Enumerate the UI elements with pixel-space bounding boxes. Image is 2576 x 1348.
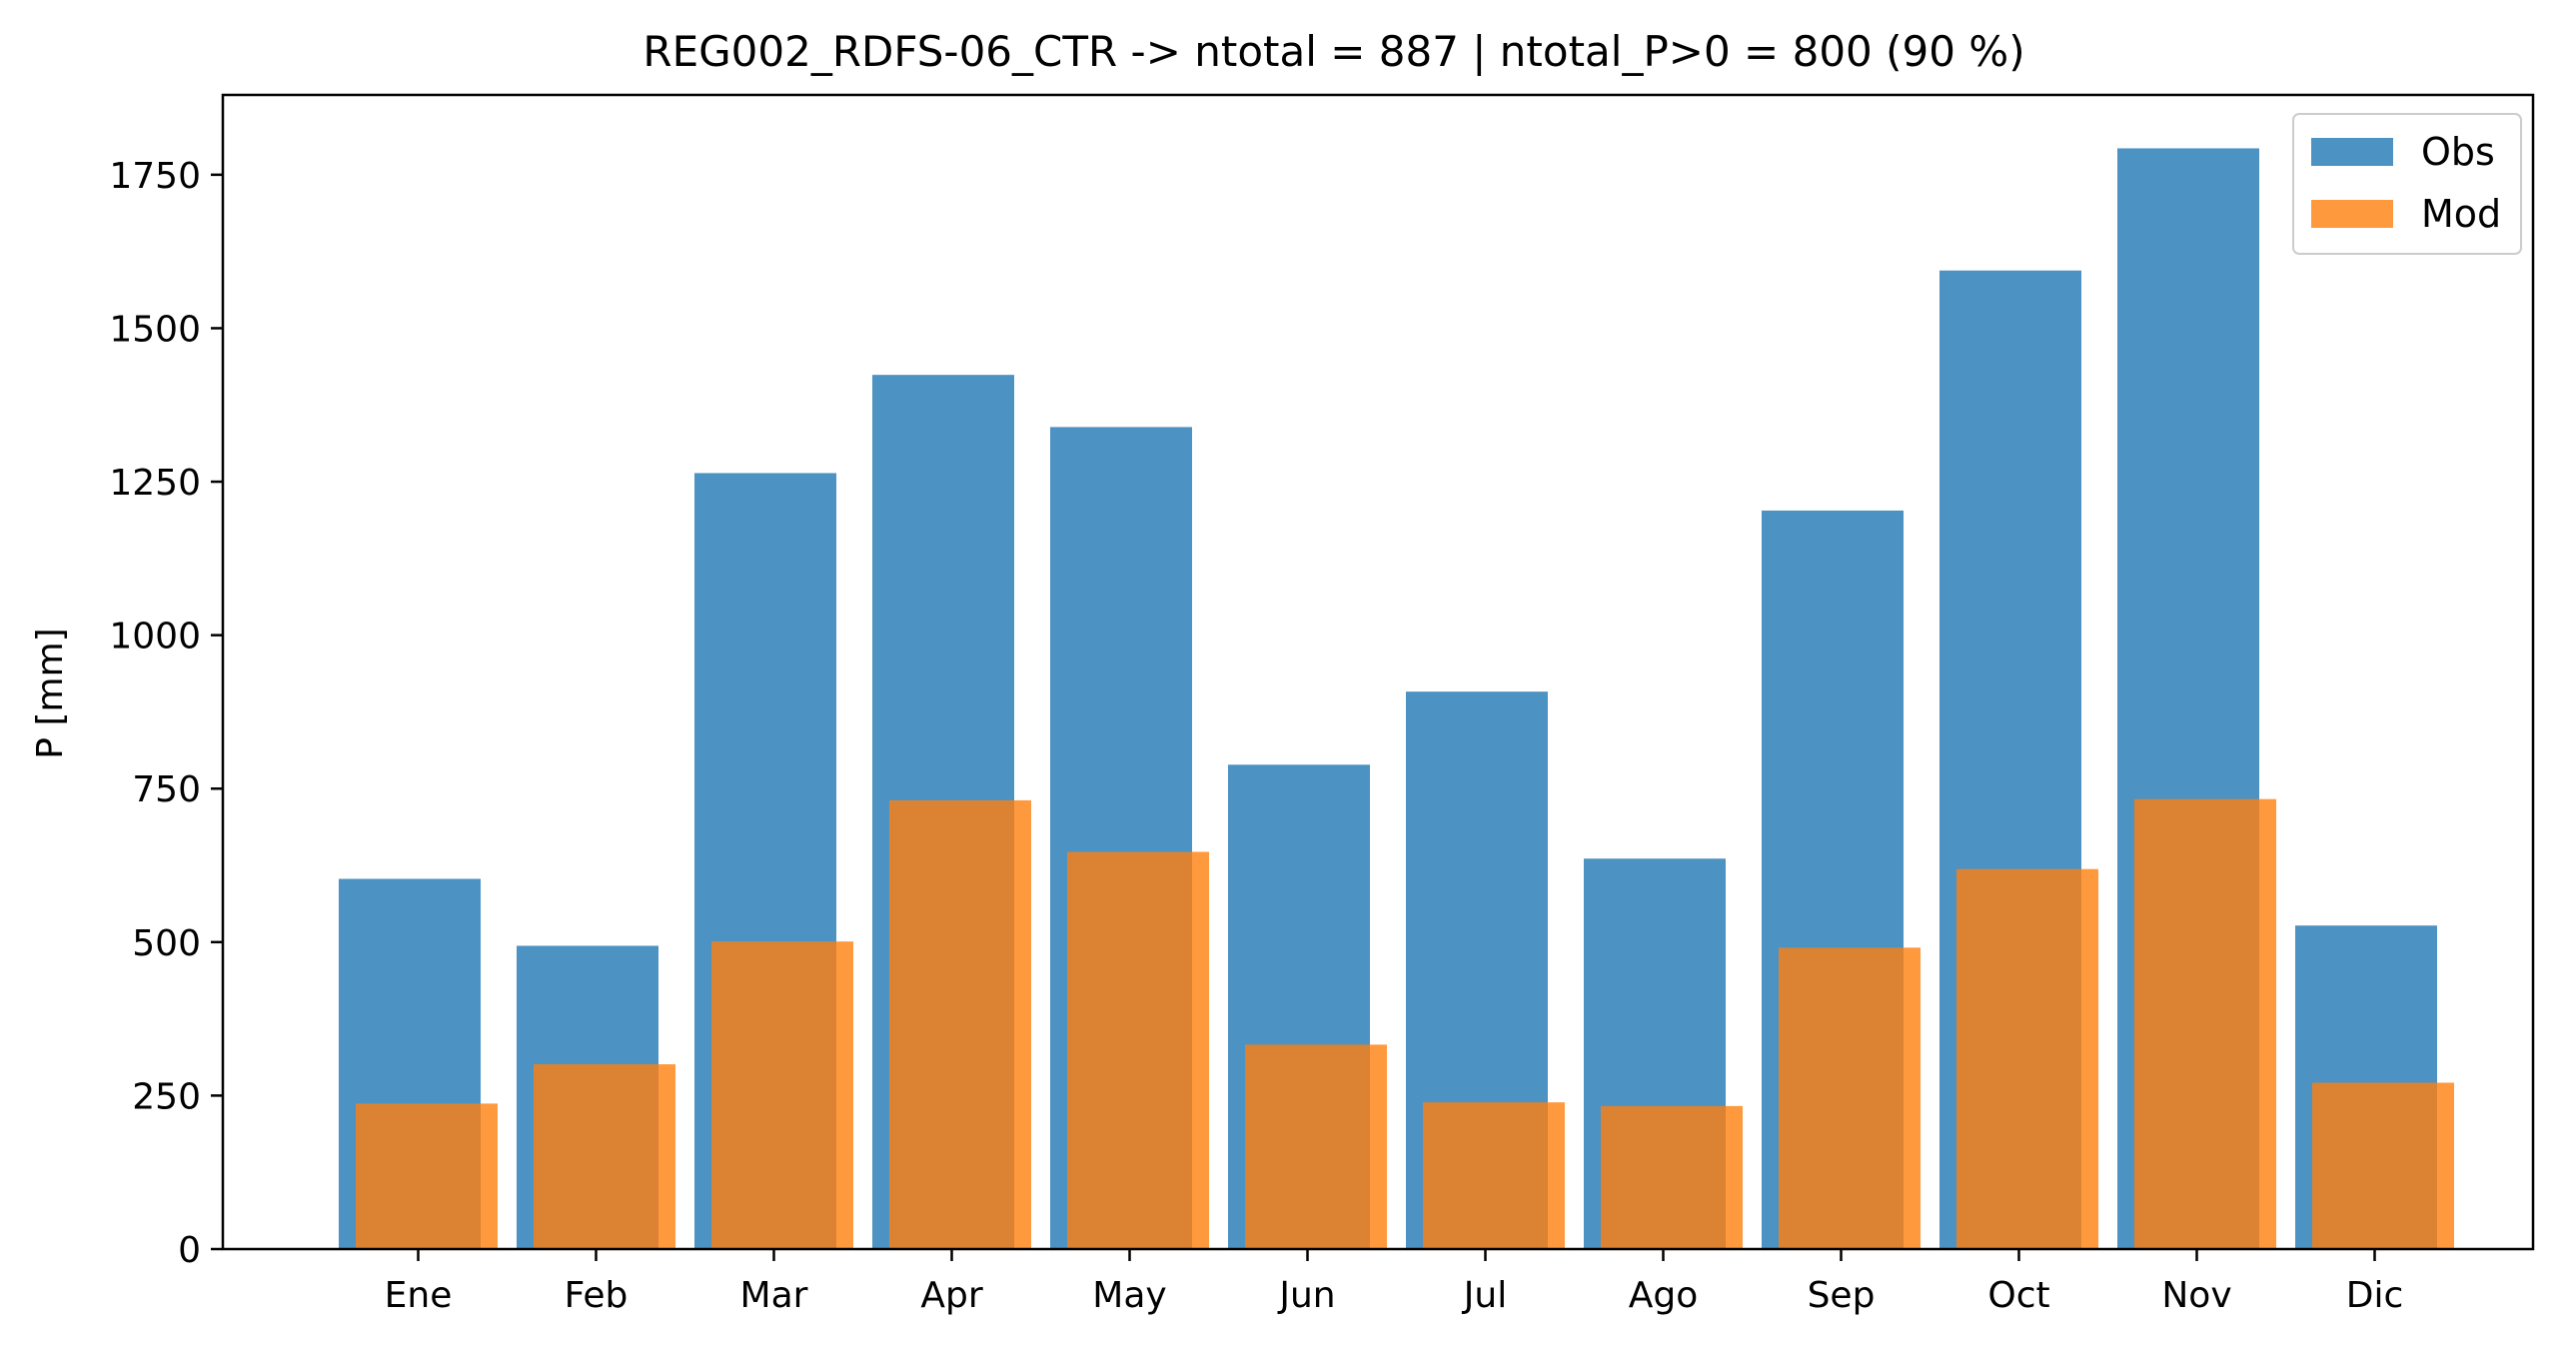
y-axis-label: P [mm] [30, 628, 71, 758]
x-tick-label: Nov [2161, 1275, 2231, 1316]
legend-swatch-mod [2311, 200, 2393, 228]
x-tick-label: Ene [385, 1275, 453, 1316]
x-tick-label: Apr [920, 1275, 982, 1316]
x-tick-label: Jul [1462, 1275, 1507, 1316]
bar-mod-jun [1245, 1044, 1387, 1249]
y-tick-label: 1000 [109, 617, 201, 658]
bar-mod-feb [534, 1064, 675, 1249]
y-tick-label: 750 [132, 769, 201, 810]
legend-swatch-obs [2311, 138, 2393, 166]
chart-title: REG002_RDFS-06_CTR -> ntotal = 887 | nto… [643, 27, 2024, 76]
y-tick-label: 1750 [109, 156, 201, 197]
x-tick-label: Sep [1808, 1275, 1876, 1316]
legend-label-mod: Mod [2421, 192, 2501, 236]
x-tick-label: Jun [1277, 1275, 1335, 1316]
legend-label-obs: Obs [2421, 130, 2495, 174]
y-tick-label: 0 [178, 1230, 201, 1271]
y-tick-label: 1500 [109, 309, 201, 350]
y-tick-label: 500 [132, 923, 201, 964]
x-tick-label: Feb [565, 1275, 629, 1316]
y-tick-label: 250 [132, 1076, 201, 1117]
bar-mod-may [1067, 851, 1209, 1249]
y-tick-label: 1250 [109, 463, 201, 504]
bar-mod-sep [1779, 947, 1921, 1249]
axes-layer: Ene Feb Mar Apr May Jun Jul Ago Sep Oct Nov Dic 0 250… [109, 156, 2403, 1316]
bar-mod-nov [2134, 798, 2276, 1249]
plot-frame [221, 93, 2535, 1251]
x-tick-label: Ago [1629, 1275, 1699, 1316]
bar-mod-apr [889, 799, 1031, 1249]
bar-mod-dic [2312, 1082, 2454, 1249]
bar-mod-jul [1423, 1102, 1565, 1249]
x-tick-label: Oct [1987, 1275, 2049, 1316]
bar-mod-ago [1601, 1105, 1743, 1249]
bar-mod-ene [356, 1103, 498, 1249]
bar-mod-mar [711, 941, 853, 1249]
bars-layer [339, 148, 2454, 1250]
legend: Obs Mod [2292, 113, 2522, 255]
x-tick-label: May [1092, 1275, 1166, 1316]
bar-mod-oct [1956, 868, 2098, 1249]
x-tick-label: Dic [2346, 1275, 2404, 1316]
x-tick-label: Mar [740, 1275, 808, 1316]
